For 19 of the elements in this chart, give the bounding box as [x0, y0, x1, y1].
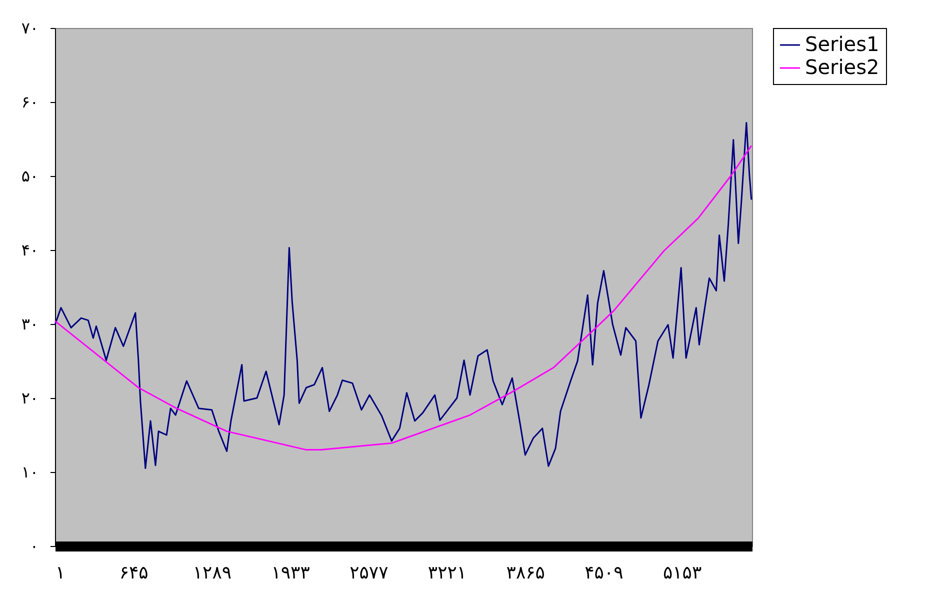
x-tick-label: ۱ — [56, 562, 66, 584]
x-tick-label: ۲۵۷۷ — [350, 562, 389, 584]
x-tick-label: ۱۲۸۹ — [192, 562, 232, 584]
x-tick-label: ۴۵۰۹ — [584, 562, 624, 584]
legend-label: Series1 — [805, 32, 880, 56]
y-tick-label: ۲۰ — [21, 388, 38, 408]
y-tick-label: ۵۰ — [21, 166, 38, 186]
legend-label: Series2 — [805, 55, 880, 79]
x-tick-label: ۳۲۲۱ — [428, 562, 467, 584]
x-tick-label: ۳۸۶۵ — [506, 562, 545, 584]
y-tick-label: ۷۰ — [21, 18, 38, 38]
x-tick-label: ۶۴۵ — [119, 562, 148, 584]
y-tick-label: ۳۰ — [21, 314, 38, 334]
y-tick-label: ۴۰ — [21, 240, 38, 260]
x-tick-label: ۵۱۵۳ — [662, 562, 702, 584]
y-tick-label: ۶۰ — [21, 92, 38, 112]
x-tick-label: ۱۹۳۳ — [271, 562, 310, 584]
y-tick-label: ۰ — [30, 536, 38, 556]
y-tick-label: ۱۰ — [21, 462, 38, 482]
